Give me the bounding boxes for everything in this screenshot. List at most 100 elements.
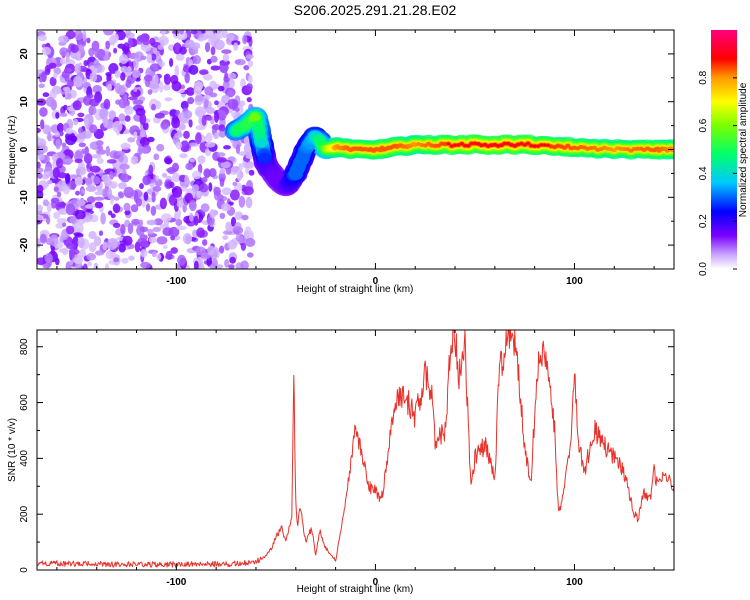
- noise-blob: [174, 65, 180, 78]
- noise-blob: [39, 144, 48, 154]
- noise-blob: [147, 89, 153, 95]
- noise-blob: [172, 186, 183, 198]
- signal-track-blob: [533, 144, 537, 148]
- noise-blob: [38, 73, 44, 83]
- noise-blob: [185, 162, 194, 170]
- noise-blob: [160, 30, 167, 36]
- noise-blob: [89, 165, 101, 173]
- noise-blob: [49, 234, 59, 247]
- noise-blob: [74, 176, 83, 186]
- noise-blob: [210, 46, 216, 56]
- noise-blob: [180, 100, 189, 110]
- noise-blob: [70, 135, 78, 142]
- noise-blob: [227, 98, 239, 110]
- noise-blob: [83, 60, 89, 67]
- noise-blob: [219, 177, 225, 187]
- noise-blob: [248, 230, 254, 241]
- noise-blob: [245, 54, 254, 59]
- noise-blob: [199, 69, 209, 75]
- signal-track-blob: [539, 143, 543, 147]
- noise-blobs: [37, 30, 257, 269]
- noise-blob: [156, 143, 165, 152]
- noise-blob: [123, 42, 130, 55]
- noise-blob: [188, 199, 197, 212]
- noise-blob: [139, 183, 144, 190]
- noise-blob: [229, 240, 234, 250]
- noise-blob: [209, 209, 217, 219]
- noise-blob: [125, 30, 131, 37]
- noise-blob: [205, 106, 215, 114]
- noise-blob: [213, 39, 225, 51]
- noise-blob: [224, 259, 230, 268]
- signal-track-blob: [252, 115, 261, 122]
- noise-blob: [203, 94, 211, 100]
- signal-track-blob: [256, 139, 268, 148]
- colorbar-tick-label: 0.2: [698, 214, 709, 228]
- noise-blob: [218, 130, 226, 138]
- noise-blob: [77, 236, 85, 249]
- noise-blob: [57, 172, 68, 179]
- noise-blob: [100, 212, 106, 225]
- noise-blob: [112, 222, 121, 228]
- noise-blob: [209, 264, 218, 269]
- signal-track-blob: [460, 142, 464, 145]
- noise-blob: [161, 213, 172, 223]
- y-tick-label: -10: [19, 190, 30, 205]
- noise-blob: [246, 83, 253, 92]
- noise-blob: [183, 130, 190, 139]
- noise-blob: [105, 145, 111, 157]
- noise-blob: [37, 127, 41, 134]
- noise-blob: [191, 184, 200, 192]
- noise-blob: [205, 115, 213, 121]
- noise-blob: [171, 30, 180, 35]
- noise-blob: [182, 203, 187, 213]
- noise-blob: [225, 221, 232, 232]
- noise-blob: [204, 86, 214, 96]
- noise-blob: [124, 115, 131, 122]
- signal-track-blob: [466, 144, 470, 147]
- noise-blob: [63, 104, 68, 111]
- noise-blob: [231, 112, 237, 117]
- y-tick-label: 0: [19, 567, 30, 573]
- noise-blob: [84, 117, 89, 128]
- noise-blob: [192, 55, 201, 65]
- noise-blob: [111, 183, 117, 189]
- colorbar-gradient: [711, 30, 737, 269]
- signal-track-blob: [470, 142, 474, 145]
- noise-blob: [134, 241, 141, 253]
- noise-blob: [62, 185, 70, 195]
- noise-blob: [152, 47, 158, 54]
- noise-blob: [82, 30, 87, 42]
- noise-blob: [175, 141, 182, 150]
- noise-blob: [196, 190, 202, 199]
- noise-blob: [237, 236, 247, 244]
- noise-blob: [146, 189, 153, 195]
- noise-blob: [243, 186, 254, 196]
- noise-blob: [53, 186, 60, 192]
- noise-blob: [62, 87, 69, 92]
- noise-blob: [222, 230, 233, 235]
- noise-blob: [201, 115, 207, 126]
- noise-blob: [227, 72, 237, 80]
- noise-blob: [188, 119, 193, 128]
- noise-blob: [160, 39, 165, 46]
- noise-blob: [146, 136, 155, 143]
- noise-blob: [156, 253, 162, 260]
- noise-blob: [102, 116, 109, 128]
- noise-blob: [41, 46, 52, 56]
- noise-blob: [221, 94, 231, 104]
- signal-track-blob: [499, 143, 504, 147]
- noise-blob: [43, 154, 50, 164]
- noise-blob: [114, 70, 121, 78]
- noise-blob: [136, 34, 147, 43]
- noise-blob: [213, 132, 219, 140]
- noise-blob: [208, 168, 217, 178]
- noise-blob: [219, 169, 225, 175]
- noise-blob: [205, 132, 213, 143]
- noise-blob: [125, 79, 132, 88]
- noise-blob: [88, 231, 97, 240]
- noise-blob: [140, 249, 148, 258]
- noise-blob: [96, 157, 104, 165]
- noise-blob: [66, 243, 77, 250]
